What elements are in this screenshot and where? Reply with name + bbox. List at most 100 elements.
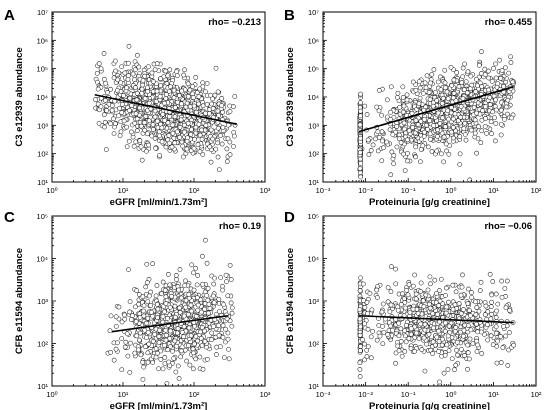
data-point bbox=[357, 367, 363, 372]
data-point bbox=[432, 277, 438, 283]
data-point bbox=[442, 80, 448, 86]
data-point bbox=[423, 85, 429, 90]
data-point bbox=[475, 83, 480, 89]
data-point bbox=[137, 138, 143, 144]
y-tick-label: 10³ bbox=[37, 297, 48, 306]
data-point bbox=[151, 79, 156, 85]
data-point bbox=[468, 127, 474, 133]
data-point bbox=[193, 75, 199, 80]
data-point bbox=[369, 307, 375, 313]
data-point bbox=[124, 331, 130, 337]
data-point bbox=[462, 61, 468, 67]
y-axis: 10¹ 10² 10³ 10⁴ 10⁵ bbox=[36, 212, 56, 391]
data-point bbox=[129, 129, 134, 135]
data-point bbox=[453, 325, 459, 330]
data-point bbox=[122, 70, 128, 76]
data-point bbox=[177, 267, 183, 272]
data-point bbox=[507, 330, 512, 335]
data-point bbox=[388, 116, 393, 122]
data-point bbox=[107, 328, 113, 334]
data-point bbox=[397, 104, 403, 110]
data-point bbox=[483, 303, 489, 309]
data-point bbox=[448, 64, 454, 70]
data-point bbox=[443, 293, 448, 298]
data-point bbox=[479, 329, 484, 335]
data-point bbox=[362, 321, 368, 327]
data-point bbox=[140, 377, 146, 382]
data-point bbox=[219, 96, 225, 101]
data-point bbox=[202, 301, 208, 306]
y-tick-label: 10⁶ bbox=[308, 36, 319, 45]
data-point bbox=[167, 282, 173, 288]
data-point bbox=[453, 362, 459, 368]
data-point bbox=[379, 129, 385, 135]
data-point bbox=[492, 115, 497, 121]
data-point bbox=[460, 74, 466, 80]
data-point bbox=[231, 144, 236, 149]
data-point bbox=[465, 301, 471, 306]
data-point bbox=[468, 73, 474, 79]
data-point bbox=[451, 135, 456, 141]
data-point bbox=[384, 97, 390, 103]
data-point bbox=[144, 261, 150, 267]
y-tick-label: 10¹ bbox=[308, 382, 319, 391]
x-tick-label: 10¹ bbox=[118, 186, 129, 195]
data-point bbox=[474, 110, 479, 116]
data-point bbox=[449, 356, 455, 362]
data-point bbox=[193, 265, 198, 271]
data-point bbox=[156, 334, 162, 339]
data-point bbox=[225, 122, 231, 128]
x-tick-label: 10⁻² bbox=[358, 186, 373, 195]
data-point bbox=[462, 120, 468, 126]
x-axis: 10⁰ 10¹ 10² 10³ bbox=[46, 382, 271, 399]
data-point bbox=[459, 284, 465, 290]
data-point bbox=[141, 364, 147, 370]
data-point bbox=[145, 350, 151, 356]
data-point bbox=[157, 94, 163, 99]
data-point bbox=[421, 133, 427, 139]
data-point bbox=[434, 334, 440, 340]
data-point bbox=[495, 301, 501, 307]
data-point bbox=[146, 64, 151, 70]
data-point bbox=[153, 145, 159, 151]
data-point bbox=[195, 273, 201, 278]
data-point bbox=[403, 305, 408, 311]
data-point bbox=[507, 307, 512, 313]
data-point bbox=[487, 102, 493, 107]
data-point bbox=[187, 87, 193, 93]
data-point bbox=[499, 278, 505, 284]
data-point bbox=[476, 62, 482, 68]
data-point bbox=[115, 340, 120, 346]
data-point bbox=[410, 125, 416, 130]
data-point bbox=[501, 83, 507, 89]
data-point bbox=[182, 67, 187, 73]
data-point bbox=[417, 85, 423, 91]
data-point bbox=[229, 310, 235, 316]
data-point bbox=[357, 288, 363, 294]
data-point bbox=[199, 343, 205, 348]
data-point bbox=[226, 347, 231, 352]
x-tick-label: 10³ bbox=[260, 186, 271, 195]
data-point bbox=[426, 89, 432, 95]
data-point bbox=[183, 278, 188, 284]
data-point bbox=[172, 338, 178, 344]
data-point bbox=[129, 103, 134, 108]
data-point bbox=[493, 75, 499, 81]
data-point bbox=[493, 324, 499, 330]
data-point bbox=[452, 367, 457, 373]
data-point bbox=[468, 327, 474, 333]
data-point bbox=[213, 146, 219, 152]
data-point bbox=[379, 112, 384, 118]
data-point bbox=[446, 323, 452, 329]
data-point bbox=[476, 124, 481, 130]
data-point bbox=[358, 135, 363, 141]
data-point bbox=[121, 93, 126, 98]
data-point bbox=[422, 321, 428, 327]
data-point bbox=[503, 333, 509, 339]
data-point bbox=[456, 301, 462, 306]
data-point bbox=[390, 327, 395, 333]
data-point bbox=[465, 350, 471, 356]
data-point bbox=[177, 305, 182, 311]
